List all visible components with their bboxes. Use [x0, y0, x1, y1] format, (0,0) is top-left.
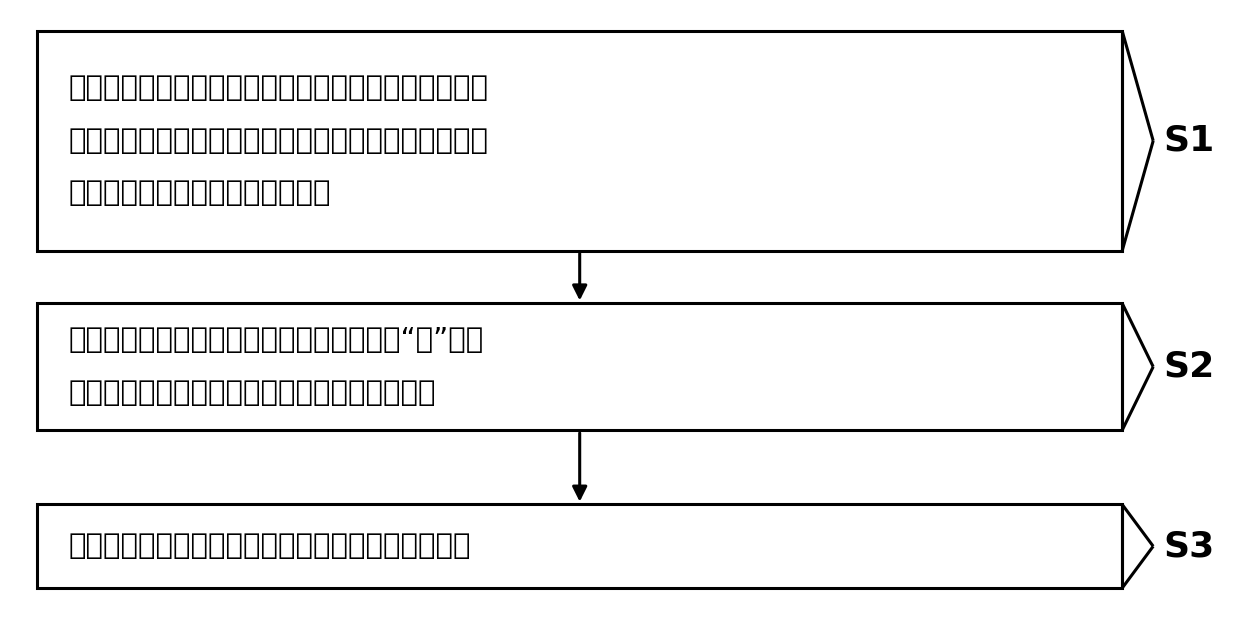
Text: 调取预先设置的缺省值对输出信号进行数值替换: 调取预先设置的缺省值对输出信号进行数值替换: [68, 379, 435, 407]
Text: S1: S1: [1163, 124, 1214, 158]
Text: 对核电站保护系统的输入信号进行传输处理，以在核电: 对核电站保护系统的输入信号进行传输处理，以在核电: [68, 74, 489, 102]
Text: 进行信号质量判断，获得判断结果: 进行信号质量判断，获得判断结果: [68, 180, 331, 207]
Text: S2: S2: [1163, 350, 1214, 384]
Text: 当所述判断结果表明输出信号的信号质量为“差”时，: 当所述判断结果表明输出信号的信号质量为“差”时，: [68, 326, 484, 355]
Text: 根据所述缺省值进行逻辑运算并进行后续控制及显示: 根据所述缺省值进行逻辑运算并进行后续控制及显示: [68, 532, 471, 560]
Text: 站保护系统的输出端生成输出信号，并对所述输出信号: 站保护系统的输出端生成输出信号，并对所述输出信号: [68, 127, 489, 155]
Bar: [37, 504, 1122, 588]
Bar: [37, 303, 1122, 430]
Bar: [37, 31, 1122, 251]
Text: S3: S3: [1163, 529, 1214, 563]
